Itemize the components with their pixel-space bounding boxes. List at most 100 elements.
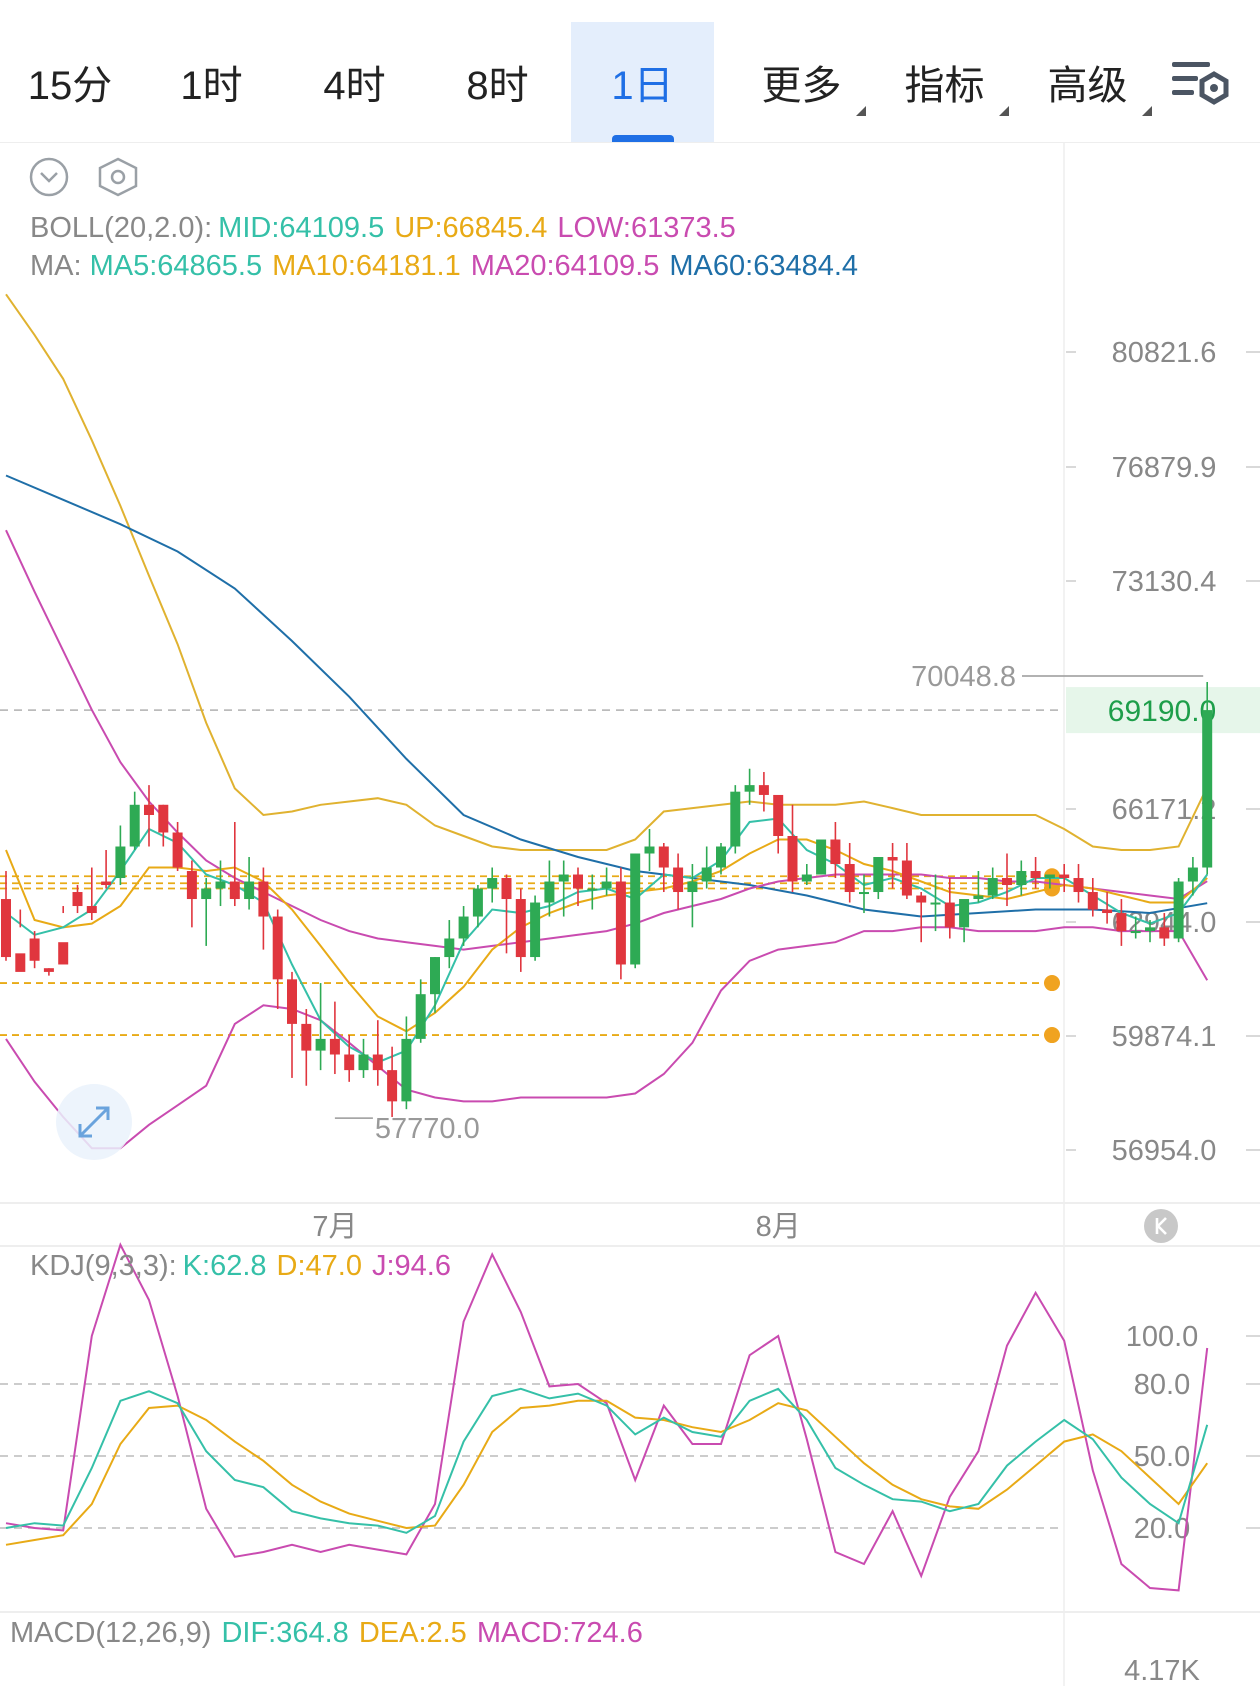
candle-body [1016, 871, 1027, 886]
price-tick-label: 59874.1 [1112, 1021, 1217, 1053]
candle-body [1130, 931, 1141, 934]
candle-down [1087, 878, 1098, 917]
candle-body [730, 791, 741, 847]
candle-body [186, 871, 197, 900]
candle-body [787, 836, 798, 882]
candle-up [859, 874, 869, 914]
candle-up [730, 785, 741, 854]
candle-body [129, 804, 140, 847]
kdj-j-line [5, 1242, 1209, 1592]
tab-1d-label: 1日 [611, 64, 674, 108]
tab-advanced[interactable]: 高级 [1016, 22, 1159, 142]
candle-body [287, 979, 297, 1024]
candle-down [787, 804, 798, 893]
candle-body [530, 902, 541, 958]
boll-low-line [5, 926, 1209, 1150]
ma5-line [5, 817, 1209, 1064]
expand-arrows-icon[interactable] [54, 1082, 134, 1162]
candle-body [859, 892, 869, 895]
time-axis-label: 8月 [756, 1211, 801, 1243]
candle-up [601, 867, 612, 896]
candle-up [1016, 860, 1027, 896]
boll-low-value: LOW:61373.5 [557, 212, 736, 244]
candle-up [930, 874, 941, 932]
k-badge-icon[interactable] [1143, 1208, 1179, 1244]
candle-down [573, 867, 583, 907]
candle-body [301, 1023, 312, 1051]
candles [1, 681, 1213, 1117]
candle-body [544, 881, 555, 903]
candle-down [1073, 864, 1084, 903]
candle-down [901, 843, 912, 900]
time-axis-label: 7月 [312, 1211, 357, 1243]
candle-up [129, 791, 140, 851]
dropdown-triangle-icon [999, 106, 1009, 116]
candle-up [487, 867, 498, 903]
candle-body [873, 857, 884, 893]
candle-body [315, 1038, 326, 1051]
candle-down [229, 821, 240, 907]
tab-more[interactable]: 更多 [730, 22, 873, 142]
candle-down [387, 1046, 398, 1117]
tab-1d[interactable]: 1日 [571, 22, 714, 142]
candle-body [515, 899, 526, 958]
price-tick-label: 80821.6 [1112, 337, 1217, 369]
candle-up [644, 829, 655, 872]
candle-body [358, 1054, 369, 1071]
kdj-d-line [5, 1399, 1209, 1546]
candle-down [72, 885, 83, 914]
tab-15m[interactable]: 15分 [0, 22, 140, 142]
candle-body [430, 957, 440, 995]
tab-1h[interactable]: 1时 [140, 22, 283, 142]
candle-down [258, 867, 269, 950]
indicator-lines [5, 293, 1209, 1150]
candle-down [830, 821, 841, 879]
candle-body [1002, 878, 1012, 886]
candle-down [1002, 853, 1012, 907]
candle-up [244, 857, 255, 910]
chart-settings-icon[interactable] [1168, 56, 1232, 112]
candle-up [315, 983, 326, 1071]
candle-up [1202, 681, 1213, 875]
boll-up-value: UP:66845.4 [394, 212, 548, 244]
candle-up [558, 860, 569, 917]
candle-down [515, 888, 526, 972]
boll-mid-value: MID:64109.5 [218, 212, 385, 244]
tab-8h-label: 8时 [466, 64, 529, 108]
candle-down [272, 909, 283, 1010]
candle-body [115, 846, 126, 879]
tab-4h[interactable]: 4时 [283, 22, 426, 142]
tab-indicators[interactable]: 指标 [873, 22, 1016, 142]
candle-body [1116, 913, 1127, 932]
candle-body [172, 832, 183, 868]
chevron-down-circle-icon[interactable] [28, 156, 70, 198]
price-axis: 80821.676879.973130.466171.262944.059874… [1066, 337, 1260, 1167]
hexagon-settings-icon[interactable] [96, 156, 140, 198]
candle-body [801, 874, 812, 882]
candle-down [773, 794, 784, 854]
candle-down [916, 892, 927, 943]
kdj-tick-label: 50.0 [1134, 1441, 1190, 1473]
candle-up [1130, 916, 1141, 939]
candle-body [372, 1054, 383, 1071]
candle-up [358, 1038, 369, 1078]
candle-body [987, 878, 998, 896]
tab-8h[interactable]: 8时 [426, 22, 569, 142]
kdj-panel: 100.0 80.0 50.0 20.0 [0, 1242, 1260, 1592]
candle-body [916, 895, 927, 903]
candle-body [658, 846, 669, 868]
candle-body [1145, 927, 1155, 932]
candle-down [1159, 913, 1170, 946]
candle-up [201, 878, 212, 946]
candle-down [673, 853, 684, 910]
boll-legend: BOLL(20,2.0): MID:64109.5 UP:66845.4 LOW:61… [30, 212, 746, 245]
candle-up [630, 853, 641, 969]
candle-up [959, 899, 970, 943]
candle-up [816, 839, 827, 875]
candle-body [1030, 871, 1041, 879]
candle-up [1173, 878, 1184, 943]
order-lines: 69190.0 [0, 687, 1260, 1044]
low-marker-label: 57770.0 [375, 1113, 480, 1145]
candle-body [673, 867, 684, 893]
